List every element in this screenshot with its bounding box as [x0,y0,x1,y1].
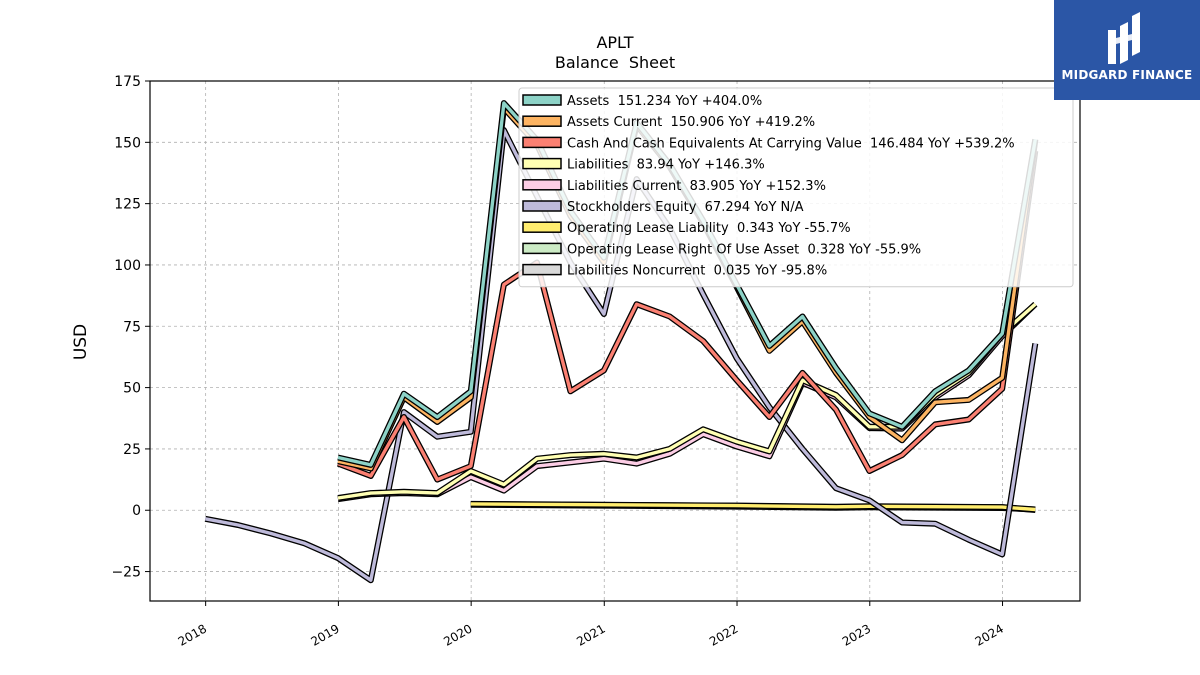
y-axis-label: USD [71,324,91,360]
y-tick-label: 0 [132,503,141,519]
legend-label: Liabilities Noncurrent 0.035 YoY -95.8% [567,264,827,279]
series-line-liabilities [337,302,1037,500]
legend-swatch [522,221,562,233]
y-axis-ticks: −25 0 25 50 75 100 125 150 175 [111,74,150,581]
legend-label: Operating Lease Liability 0.343 YoY -55.… [567,221,851,236]
legend-box [518,87,1074,288]
brand-name: MIDGARD FINANCE [1061,68,1193,82]
y-tick-label: 25 [123,442,141,458]
y-tick-label: 100 [114,258,141,274]
legend-swatch [522,94,562,106]
series-line-cash-and-cash-equivalents-at-carrying-value [337,150,1037,482]
y-tick-label: 75 [123,319,141,335]
legend-swatch [522,242,562,255]
legend-label: Liabilities 83.94 YoY +146.3% [567,158,765,173]
y-tick-label: −25 [111,565,141,581]
legend-swatch [522,179,562,191]
x-tick-label: 2023 [840,621,873,648]
legend-swatch [522,263,562,276]
legend-swatch [522,136,562,149]
y-tick-label: 125 [114,197,141,213]
legend-label: Assets Current 150.906 YoY +419.2% [567,115,815,130]
legend: Assets 151.234 YoY +404.0% Assets Current… [518,87,1074,288]
x-tick-label: 2024 [973,621,1006,648]
y-tick-label: 50 [123,381,141,397]
legend-label: Cash And Cash Equivalents At Carrying Va… [567,136,1015,151]
x-tick-label: 2018 [176,621,209,648]
y-tick-label: 175 [114,74,141,90]
x-tick-label: 2022 [707,621,740,648]
x-axis-ticks: 2018 2019 2020 2021 2022 2023 2024 [176,601,1006,649]
chart-subtitle: Balance Sheet [555,53,675,72]
x-tick-label: 2021 [574,621,607,648]
midgard-logo-icon [1108,12,1140,64]
x-tick-label: 2019 [308,621,341,648]
chart-title: APLT [596,33,633,52]
y-tick-label: 150 [114,135,141,151]
legend-label: Assets 151.234 YoY +404.0% [567,94,762,109]
brand-logo: MIDGARD FINANCE [1054,0,1200,100]
x-tick-label: 2020 [441,621,474,648]
legend-swatch [522,200,562,212]
legend-label: Liabilities Current 83.905 YoY +152.3% [567,179,826,194]
plot-area-frame [149,80,1081,602]
legend-label: Operating Lease Right Of Use Asset 0.328… [567,242,921,257]
legend-label: Stockholders Equity 67.294 YoY N/A [567,200,804,215]
legend-swatch [522,115,562,127]
legend-swatch [522,157,562,170]
